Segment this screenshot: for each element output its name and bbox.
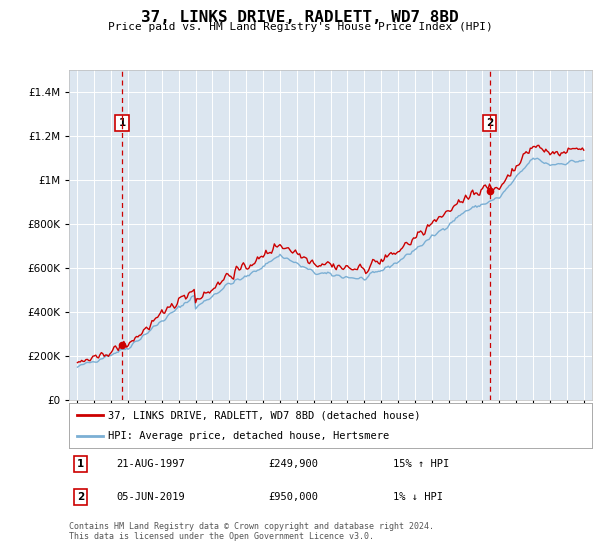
Text: £249,900: £249,900 bbox=[268, 459, 318, 469]
Text: 1% ↓ HPI: 1% ↓ HPI bbox=[394, 492, 443, 502]
Text: 15% ↑ HPI: 15% ↑ HPI bbox=[394, 459, 449, 469]
Text: 37, LINKS DRIVE, RADLETT, WD7 8BD: 37, LINKS DRIVE, RADLETT, WD7 8BD bbox=[141, 10, 459, 25]
Text: 1: 1 bbox=[77, 459, 84, 469]
Text: 2: 2 bbox=[486, 118, 493, 128]
Text: £950,000: £950,000 bbox=[268, 492, 318, 502]
Text: 05-JUN-2019: 05-JUN-2019 bbox=[116, 492, 185, 502]
Text: Price paid vs. HM Land Registry's House Price Index (HPI): Price paid vs. HM Land Registry's House … bbox=[107, 22, 493, 32]
Text: HPI: Average price, detached house, Hertsmere: HPI: Average price, detached house, Hert… bbox=[108, 431, 389, 441]
Text: Contains HM Land Registry data © Crown copyright and database right 2024.: Contains HM Land Registry data © Crown c… bbox=[69, 522, 434, 531]
Text: 37, LINKS DRIVE, RADLETT, WD7 8BD (detached house): 37, LINKS DRIVE, RADLETT, WD7 8BD (detac… bbox=[108, 410, 421, 421]
Text: 1: 1 bbox=[118, 118, 125, 128]
Text: 21-AUG-1997: 21-AUG-1997 bbox=[116, 459, 185, 469]
Text: 2: 2 bbox=[77, 492, 84, 502]
Text: This data is licensed under the Open Government Licence v3.0.: This data is licensed under the Open Gov… bbox=[69, 532, 374, 541]
